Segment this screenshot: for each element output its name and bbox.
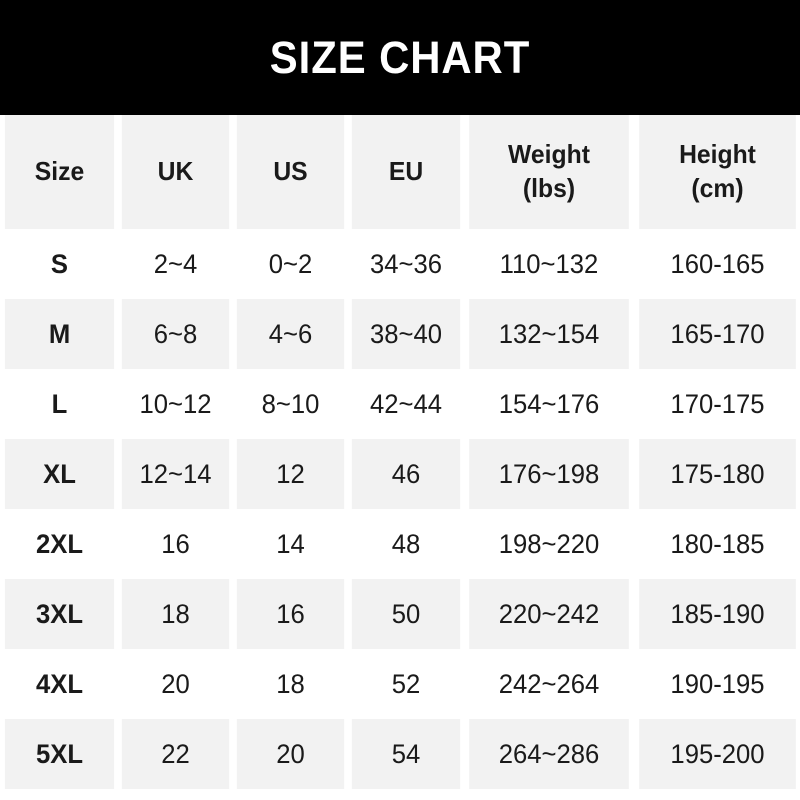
cell-us: 16 — [236, 579, 345, 649]
cell-uk: 18 — [121, 579, 230, 649]
cell-us: 20 — [236, 719, 345, 789]
cell-uk: 10~12 — [121, 369, 230, 439]
column-header-height-unit: (cm) — [691, 173, 744, 203]
table-row: M 6~8 4~6 38~40 132~154 165-170 — [2, 299, 800, 369]
column-header-us-label: US — [273, 156, 308, 187]
column-header-uk: UK — [121, 115, 230, 229]
cell-us: 18 — [236, 649, 345, 719]
cell-size: S — [4, 229, 115, 299]
cell-uk: 2~4 — [121, 229, 230, 299]
cell-size: L — [4, 369, 115, 439]
column-header-uk-label: UK — [157, 156, 194, 187]
table-row: 3XL 18 16 50 220~242 185-190 — [2, 579, 800, 649]
cell-uk: 22 — [121, 719, 230, 789]
table-row: 5XL 22 20 54 264~286 195-200 — [2, 719, 800, 789]
page-title: SIZE CHART — [269, 32, 531, 83]
cell-height: 185-190 — [639, 579, 796, 649]
cell-height: 160-165 — [639, 229, 796, 299]
column-header-us: US — [236, 115, 345, 229]
column-header-height-label: Height — [679, 139, 756, 170]
size-chart-table: Size UK US EU Weight (lbs) Height (cm) — [0, 115, 800, 789]
cell-weight: 242~264 — [469, 649, 629, 719]
cell-size: M — [4, 299, 115, 369]
cell-weight: 198~220 — [469, 509, 629, 579]
cell-us: 14 — [236, 509, 345, 579]
column-header-size-label: Size — [34, 156, 85, 187]
cell-height: 195-200 — [639, 719, 796, 789]
table-body: S 2~4 0~2 34~36 110~132 160-165 M 6~8 4~6 38~40 13… — [2, 229, 800, 789]
cell-uk: 20 — [121, 649, 230, 719]
cell-us: 8~10 — [236, 369, 345, 439]
cell-eu: 50 — [351, 579, 461, 649]
cell-uk: 16 — [121, 509, 230, 579]
cell-weight: 154~176 — [469, 369, 629, 439]
cell-weight: 264~286 — [469, 719, 629, 789]
column-header-weight-label: Weight — [508, 139, 590, 170]
column-header-eu: EU — [351, 115, 461, 229]
cell-size: 4XL — [4, 649, 115, 719]
cell-height: 175-180 — [639, 439, 796, 509]
cell-eu: 46 — [351, 439, 461, 509]
cell-eu: 34~36 — [351, 229, 461, 299]
table-row: S 2~4 0~2 34~36 110~132 160-165 — [2, 229, 800, 299]
cell-weight: 110~132 — [469, 229, 629, 299]
cell-size: 2XL — [4, 509, 115, 579]
cell-height: 180-185 — [639, 509, 796, 579]
cell-eu: 42~44 — [351, 369, 461, 439]
header-row: Size UK US EU Weight (lbs) Height (cm) — [2, 115, 800, 229]
cell-eu: 52 — [351, 649, 461, 719]
cell-weight: 176~198 — [469, 439, 629, 509]
cell-height: 170-175 — [639, 369, 796, 439]
cell-size: 3XL — [4, 579, 115, 649]
cell-eu: 54 — [351, 719, 461, 789]
column-header-weight-unit: (lbs) — [522, 173, 576, 203]
cell-height: 165-170 — [639, 299, 796, 369]
cell-eu: 38~40 — [351, 299, 461, 369]
cell-weight: 220~242 — [469, 579, 629, 649]
cell-uk: 6~8 — [121, 299, 230, 369]
cell-size: XL — [4, 439, 115, 509]
cell-us: 12 — [236, 439, 345, 509]
table-row: L 10~12 8~10 42~44 154~176 170-175 — [2, 369, 800, 439]
column-header-eu-label: EU — [388, 156, 424, 187]
column-header-weight: Weight (lbs) — [469, 115, 629, 229]
table-row: 4XL 20 18 52 242~264 190-195 — [2, 649, 800, 719]
table-header: Size UK US EU Weight (lbs) Height (cm) — [2, 115, 800, 229]
column-header-height: Height (cm) — [639, 115, 796, 229]
title-banner: SIZE CHART — [0, 0, 800, 115]
cell-weight: 132~154 — [469, 299, 629, 369]
cell-eu: 48 — [351, 509, 461, 579]
cell-us: 4~6 — [236, 299, 345, 369]
table-row: 2XL 16 14 48 198~220 180-185 — [2, 509, 800, 579]
cell-height: 190-195 — [639, 649, 796, 719]
cell-us: 0~2 — [236, 229, 345, 299]
cell-size: 5XL — [4, 719, 115, 789]
column-header-size: Size — [4, 115, 115, 229]
cell-uk: 12~14 — [121, 439, 230, 509]
table-row: XL 12~14 12 46 176~198 175-180 — [2, 439, 800, 509]
